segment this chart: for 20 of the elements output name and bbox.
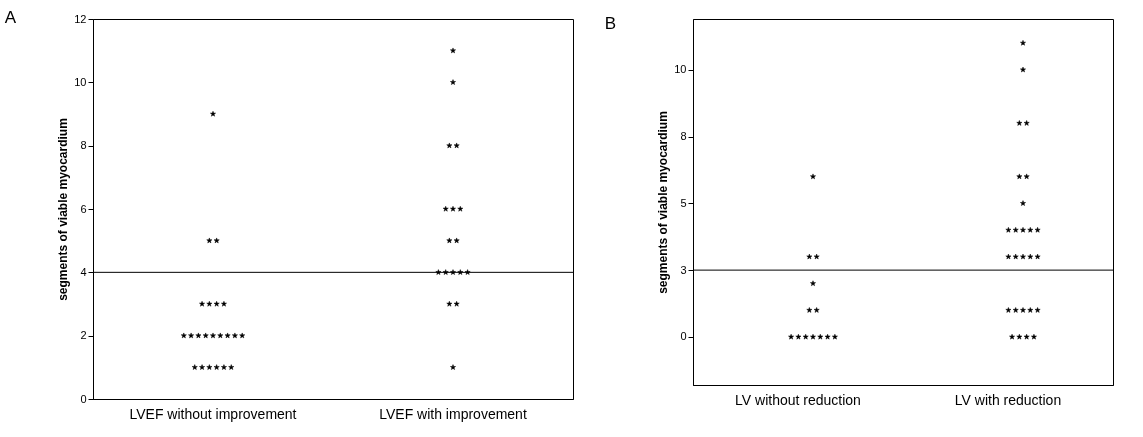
y-tick-label: 8 [680,130,687,143]
y-tick-label: 0 [680,330,687,343]
y-tick-label: 5 [680,196,687,209]
y-tick-label: 0 [80,392,87,405]
y-tick-label: 3 [680,263,687,276]
y-tick-label: 4 [80,265,87,278]
y-tick-label: 6 [80,202,87,215]
x-tick-label: LV without reduction [735,391,861,408]
chart-title: A [4,8,17,27]
y-tick-label: 10 [674,63,687,76]
y-axis-title: segments of viable myocardium [656,111,671,294]
x-tick-label: LV with reduction [954,391,1062,408]
chart-title: B [604,14,617,33]
y-tick-label: 12 [74,12,87,25]
y-axis-title: segments of viable myocardium [56,118,71,301]
y-tick-label: 8 [80,139,87,152]
y-tick-label: 10 [74,75,87,88]
y-tick-label: 2 [80,329,87,342]
x-tick-label: LVEF without improvement [129,405,297,422]
x-tick-label: LVEF with improvement [379,405,527,422]
